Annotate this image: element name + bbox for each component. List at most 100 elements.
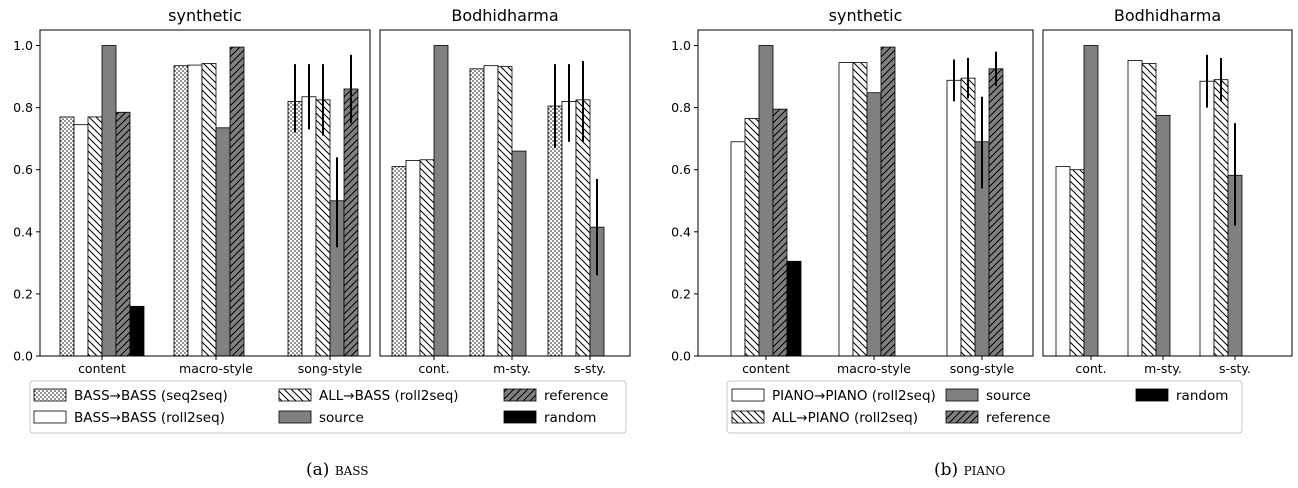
bar-random-content [786, 260, 802, 357]
x-tick-label: s-sty. [1219, 361, 1251, 376]
bar-all-bass-roll2seq-m-sty [497, 66, 513, 357]
panel-frame [1042, 29, 1293, 357]
bar-bass-bass-seq2seq-macro-style [173, 65, 189, 357]
bar-bass-bass-seq2seq-song-style [287, 101, 303, 357]
legend-item-all-piano-roll2seq: ALL→PIANO (roll2seq) [731, 410, 918, 426]
bar-bass-bass-seq2seq-cont [391, 166, 407, 357]
y-tick-label: 0.0 [671, 349, 691, 364]
legend: BASS→BASS (seq2seq) BASS→BASS (roll2seq) A… [29, 380, 627, 434]
bar-all-bass-roll2seq-cont [419, 159, 435, 357]
x-tick-label: cont. [418, 361, 449, 376]
legend-label: random [544, 410, 596, 426]
x-tick-label: song-style [298, 361, 363, 376]
legend-item-source: source [278, 410, 364, 426]
y-tick-label: 0.2 [13, 286, 33, 301]
legend-swatch [33, 388, 67, 402]
legend-item-piano-piano-roll2seq: PIANO→PIANO (roll2seq) [731, 388, 936, 404]
bar-all-piano-roll2seq-content [744, 118, 760, 357]
bar-bass-bass-roll2seq-cont [405, 159, 421, 357]
bar-source-m-sty [511, 150, 527, 357]
x-tick-label: macro-style [179, 361, 253, 376]
chart-bass: synthetic content macro-style song-style 0.0… [13, 6, 631, 434]
panel-bodhidharma: Bodhidharma cont. m-sty. s-sty. [379, 6, 631, 376]
bar-bass-bass-seq2seq-m-sty [469, 68, 485, 357]
bar-piano-piano-roll2seq-cont [1055, 166, 1071, 357]
bar-reference-song-style [343, 88, 359, 357]
legend-swatch [278, 410, 312, 424]
legend-swatch [945, 388, 979, 402]
bar-source-cont [433, 45, 449, 357]
legend-label: BASS→BASS (roll2seq) [74, 410, 225, 426]
panel-bodhidharma: Bodhidharma cont. m-sty. s-sty. [1042, 6, 1293, 376]
legend-item-reference: reference [945, 410, 1050, 426]
legend-label: source [319, 410, 364, 426]
y-tick-label: 1.0 [671, 38, 691, 53]
bar-bass-bass-seq2seq-content [59, 116, 75, 357]
bar-reference-song-style [988, 68, 1004, 357]
legend-label: PIANO→PIANO (roll2seq) [772, 388, 936, 404]
bar-reference-content [772, 108, 788, 357]
panel-title: Bodhidharma [451, 6, 558, 25]
x-tick-label: m-sty. [493, 361, 531, 376]
y-tick-label: 0.6 [671, 162, 691, 177]
x-tick-label: song-style [950, 361, 1015, 376]
x-tick-label: macro-style [837, 361, 911, 376]
bar-piano-piano-roll2seq-m-sty [1127, 60, 1143, 357]
bar-source-m-sty [1155, 114, 1171, 357]
panel-frame [697, 29, 1034, 357]
y-tick-label: 0.2 [671, 286, 691, 301]
legend-swatch [731, 410, 765, 424]
panel-title: synthetic [168, 6, 242, 25]
panel-title: Bodhidharma [1114, 6, 1221, 25]
legend-item-random: random [503, 410, 596, 426]
bar-piano-piano-roll2seq-s-sty [1199, 80, 1215, 357]
bar-piano-piano-roll2seq-content [730, 141, 746, 357]
legend-item-bass-bass-seq2seq: BASS→BASS (seq2seq) [33, 388, 228, 404]
legend-swatch [503, 410, 537, 424]
bar-source-content [758, 45, 774, 357]
caption-bass-label: (a) [306, 460, 330, 480]
caption-bass: (a) bass [306, 460, 369, 480]
bar-bass-bass-roll2seq-macro-style [187, 64, 203, 357]
bar-piano-piano-roll2seq-song-style [946, 79, 962, 357]
bar-source-cont [1083, 45, 1099, 357]
y-tick-label: 0.0 [13, 349, 33, 364]
y-tick-label: 0.4 [13, 224, 33, 239]
legend-swatch [945, 410, 979, 424]
legend-label: random [1176, 388, 1228, 404]
caption-piano: (b) piano [934, 460, 1005, 480]
legend-swatch [33, 410, 67, 424]
panel-synthetic: synthetic content macro-style song-style 0.0… [671, 6, 1034, 376]
bar-all-bass-roll2seq-content [87, 116, 103, 357]
bar-all-piano-roll2seq-cont [1069, 169, 1085, 357]
bar-bass-bass-roll2seq-m-sty [483, 65, 499, 357]
caption-piano-name: piano [963, 460, 1006, 480]
chart-piano: synthetic content macro-style song-style 0.0… [671, 6, 1293, 434]
legend-frame [726, 380, 1243, 434]
bar-bass-bass-roll2seq-song-style [301, 96, 317, 357]
y-tick-label: 0.4 [671, 224, 691, 239]
legend: PIANO→PIANO (roll2seq) ALL→PIANO (roll2se… [726, 380, 1243, 434]
panel-title: synthetic [829, 6, 903, 25]
legend-label: reference [544, 388, 608, 404]
panel-synthetic: synthetic content macro-style song-style 0.0… [13, 6, 371, 376]
legend-item-random: random [1135, 388, 1228, 404]
caption-bass-name: bass [334, 460, 369, 480]
bar-random-content [129, 305, 145, 357]
legend-item-all-bass-roll2seq: ALL→BASS (roll2seq) [278, 388, 459, 404]
legend-item-bass-bass-roll2seq: BASS→BASS (roll2seq) [33, 410, 225, 426]
bar-all-piano-roll2seq-s-sty [1213, 79, 1229, 357]
legend-item-reference: reference [503, 388, 608, 404]
bar-reference-macro-style [880, 46, 896, 357]
x-tick-label: m-sty. [1144, 361, 1182, 376]
bar-all-piano-roll2seq-song-style [960, 77, 976, 357]
bar-all-piano-roll2seq-macro-style [852, 62, 868, 357]
y-tick-label: 0.8 [13, 100, 33, 115]
bar-all-bass-roll2seq-macro-style [201, 63, 217, 357]
y-tick-label: 0.8 [671, 100, 691, 115]
bar-piano-piano-roll2seq-macro-style [838, 62, 854, 357]
bar-bass-bass-roll2seq-content [73, 124, 89, 357]
bar-reference-content [115, 111, 131, 357]
legend-label: ALL→PIANO (roll2seq) [772, 410, 918, 426]
